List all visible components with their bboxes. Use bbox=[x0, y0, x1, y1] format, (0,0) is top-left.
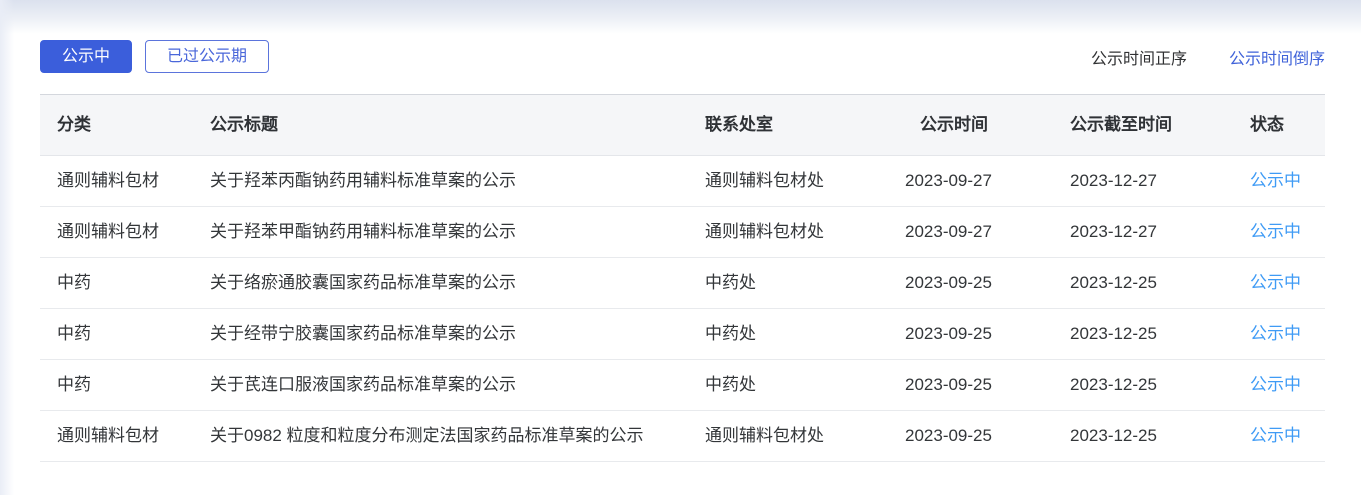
deadline-cell: 2023-12-25 bbox=[1070, 374, 1157, 394]
status-filter-group: 公示中 已过公示期 bbox=[40, 40, 270, 73]
publish-date-cell: 2023-09-25 bbox=[905, 323, 992, 343]
deadline-cell: 2023-12-27 bbox=[1070, 221, 1157, 241]
department-cell: 中药处 bbox=[705, 272, 756, 292]
column-header-publish-date: 公示时间 bbox=[920, 114, 988, 134]
category-cell: 通则辅料包材 bbox=[57, 425, 159, 445]
title-link[interactable]: 关于络瘀通胶囊国家药品标准草案的公示 bbox=[210, 272, 516, 292]
publish-date-cell: 2023-09-25 bbox=[905, 374, 992, 394]
category-cell: 通则辅料包材 bbox=[57, 221, 159, 241]
department-cell: 中药处 bbox=[705, 323, 756, 343]
column-header-status: 状态 bbox=[1250, 114, 1284, 134]
department-cell: 通则辅料包材处 bbox=[705, 170, 824, 190]
title-link[interactable]: 关于羟苯甲酯钠药用辅料标准草案的公示 bbox=[210, 221, 516, 241]
category-cell: 中药 bbox=[57, 272, 91, 292]
filter-active-button[interactable]: 公示中 bbox=[40, 40, 133, 73]
deadline-cell: 2023-12-25 bbox=[1070, 425, 1157, 445]
category-cell: 通则辅料包材 bbox=[57, 170, 159, 190]
status-badge: 公示中 bbox=[1250, 323, 1301, 343]
filter-expired-button[interactable]: 已过公示期 bbox=[145, 40, 270, 73]
publish-date-cell: 2023-09-27 bbox=[905, 221, 992, 241]
column-header-category: 分类 bbox=[57, 114, 91, 134]
toolbar: 公示中 已过公示期 公示时间正序 公示时间倒序 bbox=[40, 40, 1325, 73]
status-badge: 公示中 bbox=[1250, 374, 1301, 394]
department-cell: 中药处 bbox=[705, 374, 756, 394]
title-link[interactable]: 关于经带宁胶囊国家药品标准草案的公示 bbox=[210, 323, 516, 343]
deadline-cell: 2023-12-25 bbox=[1070, 272, 1157, 292]
title-link[interactable]: 关于芪连口服液国家药品标准草案的公示 bbox=[210, 374, 516, 394]
column-header-title: 公示标题 bbox=[210, 114, 278, 134]
publish-date-cell: 2023-09-25 bbox=[905, 272, 992, 292]
table-row: 通则辅料包材 关于0982 粒度和粒度分布测定法国家药品标准草案的公示 通则辅料… bbox=[40, 411, 1325, 462]
category-cell: 中药 bbox=[57, 374, 91, 394]
status-badge: 公示中 bbox=[1250, 221, 1301, 241]
announcement-list-page: 公示中 已过公示期 公示时间正序 公示时间倒序 分类 公示标题 联系处室 公示时… bbox=[40, 40, 1325, 462]
column-header-department: 联系处室 bbox=[705, 114, 773, 134]
deadline-cell: 2023-12-25 bbox=[1070, 323, 1157, 343]
department-cell: 通则辅料包材处 bbox=[705, 425, 824, 445]
table-row: 通则辅料包材 关于羟苯丙酯钠药用辅料标准草案的公示 通则辅料包材处 2023-0… bbox=[40, 156, 1325, 207]
sort-group: 公示时间正序 公示时间倒序 bbox=[1091, 45, 1325, 69]
deadline-cell: 2023-12-27 bbox=[1070, 170, 1157, 190]
column-header-deadline: 公示截至时间 bbox=[1070, 114, 1172, 134]
sort-time-descending-link[interactable]: 公示时间倒序 bbox=[1228, 50, 1325, 68]
table-header-row: 分类 公示标题 联系处室 公示时间 公示截至时间 状态 bbox=[40, 94, 1325, 156]
table-row: 中药 关于络瘀通胶囊国家药品标准草案的公示 中药处 2023-09-25 202… bbox=[40, 258, 1325, 309]
department-cell: 通则辅料包材处 bbox=[705, 221, 824, 241]
title-link[interactable]: 关于羟苯丙酯钠药用辅料标准草案的公示 bbox=[210, 170, 516, 190]
sort-time-ascending-link[interactable]: 公示时间正序 bbox=[1090, 50, 1187, 68]
title-link[interactable]: 关于0982 粒度和粒度分布测定法国家药品标准草案的公示 bbox=[210, 425, 644, 445]
publish-date-cell: 2023-09-27 bbox=[905, 170, 992, 190]
table-row: 中药 关于芪连口服液国家药品标准草案的公示 中药处 2023-09-25 202… bbox=[40, 360, 1325, 411]
status-badge: 公示中 bbox=[1250, 272, 1301, 292]
status-badge: 公示中 bbox=[1250, 425, 1301, 445]
table-row: 中药 关于经带宁胶囊国家药品标准草案的公示 中药处 2023-09-25 202… bbox=[40, 309, 1325, 360]
announcement-table: 分类 公示标题 联系处室 公示时间 公示截至时间 状态 通则辅料包材 关于羟苯丙… bbox=[40, 94, 1325, 462]
category-cell: 中药 bbox=[57, 323, 91, 343]
publish-date-cell: 2023-09-25 bbox=[905, 425, 992, 445]
status-badge: 公示中 bbox=[1250, 170, 1301, 190]
table-row: 通则辅料包材 关于羟苯甲酯钠药用辅料标准草案的公示 通则辅料包材处 2023-0… bbox=[40, 207, 1325, 258]
